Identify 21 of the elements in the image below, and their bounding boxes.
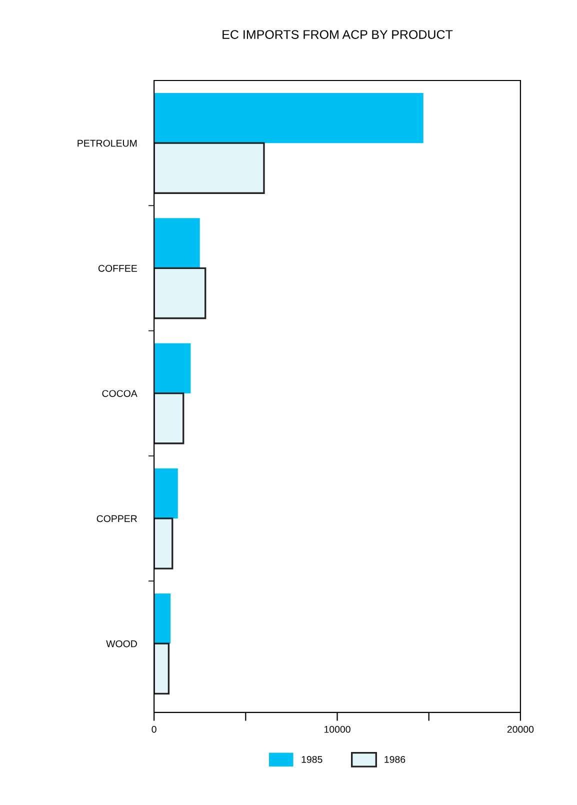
y-tick-label: COCOA	[102, 390, 138, 397]
bar	[154, 468, 178, 518]
bar	[154, 218, 200, 268]
chart-title: EC IMPORTS FROM ACP BY PRODUCT	[222, 30, 453, 39]
bar	[154, 594, 171, 644]
y-tick-label: COPPER	[96, 515, 137, 522]
bar	[154, 142, 265, 194]
x-tick-label: 0	[152, 726, 156, 733]
bar	[154, 392, 184, 444]
x-tick-label: 10000	[324, 726, 350, 733]
y-tick-label: PETROLEUM	[78, 140, 137, 147]
legend-label: 1986	[384, 756, 406, 763]
y-tick-label: COFFEE	[98, 264, 137, 272]
y-tick-label: WOOD	[106, 640, 137, 648]
x-tick-label: 20000	[507, 726, 534, 733]
bar	[154, 518, 174, 570]
bar	[154, 93, 424, 144]
bar	[154, 267, 206, 320]
bar	[154, 343, 191, 394]
bar	[154, 642, 170, 694]
legend-label: 1985	[302, 756, 322, 763]
